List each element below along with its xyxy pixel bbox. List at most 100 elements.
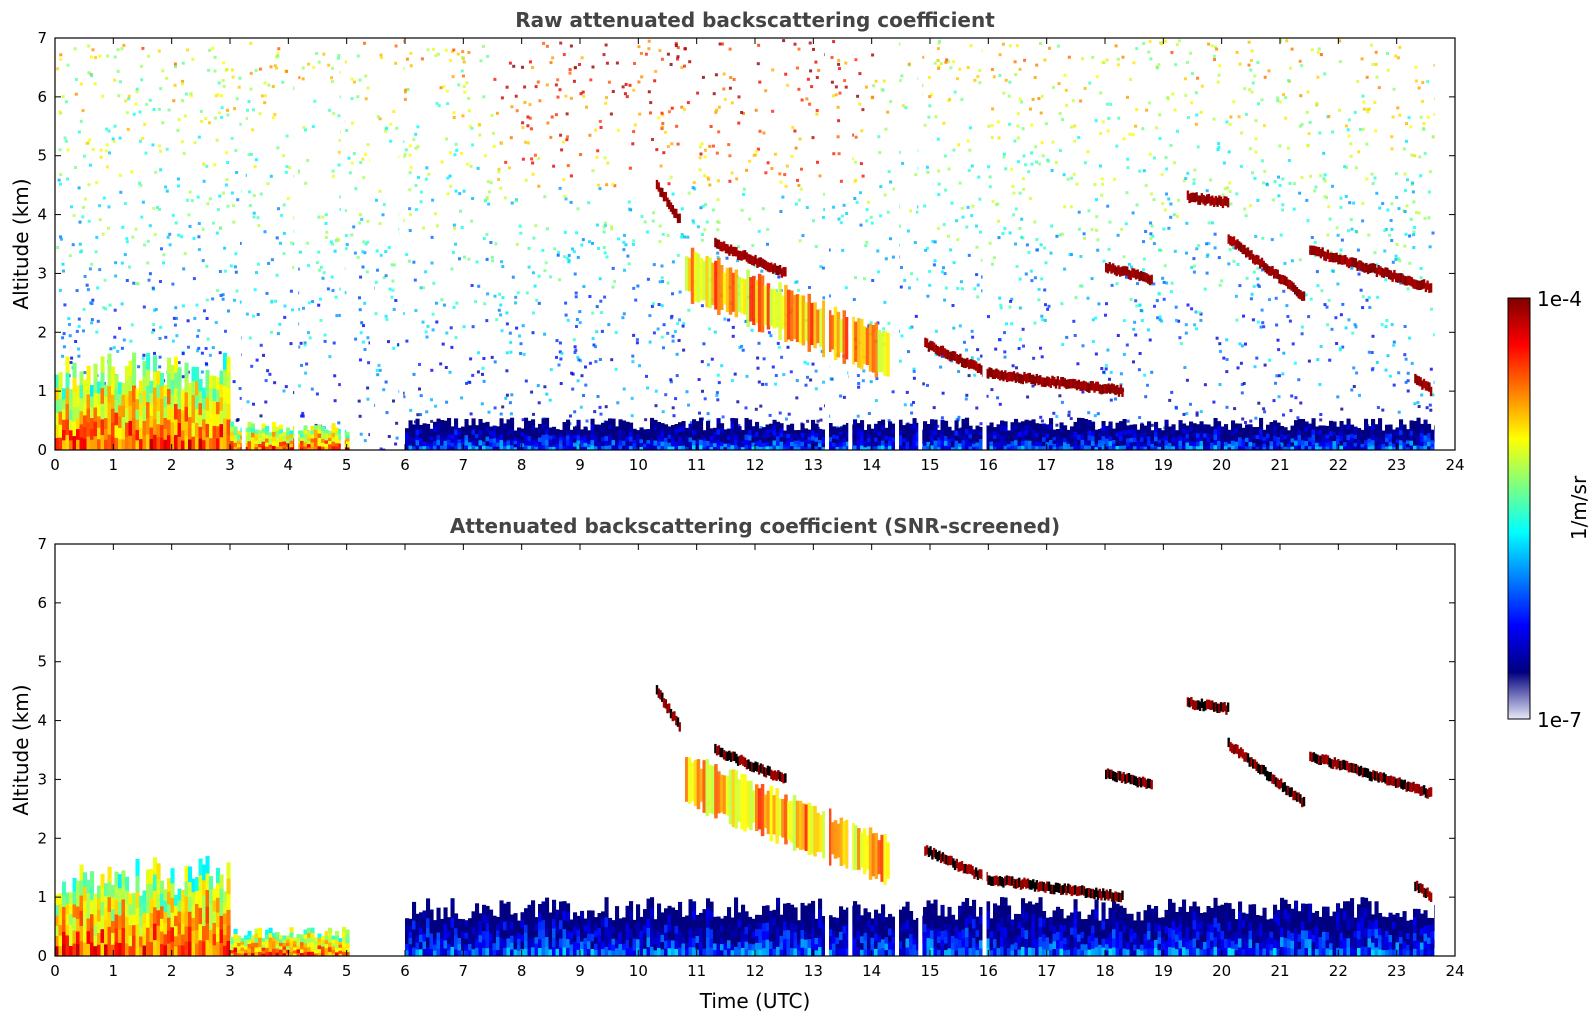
x-tick-label: 8: [517, 962, 527, 980]
cloud-layer: [1105, 768, 1153, 790]
y-tick-label: 2: [37, 829, 47, 847]
x-axis-label: Time (UTC): [699, 989, 811, 1013]
screened-backscatter-panel: Attenuated backscattering coefficient (S…: [9, 514, 1465, 1013]
x-axis: 0 1 2 3 4 5 6 7 8 9 10 11 12 13 14 15 16 17 18 19 20 21 22 23 24: [50, 38, 1465, 474]
x-tick-label: 9: [575, 456, 585, 474]
noise-background: [55, 39, 1437, 450]
y-tick-label: 1: [37, 382, 47, 400]
x-tick-label: 11: [687, 456, 706, 474]
y-tick-label: 3: [37, 770, 47, 788]
cloud-layer: [714, 743, 787, 784]
cloud-layer: [1186, 697, 1230, 715]
y-axis: 0 1 2 3 4 5 6 7: [37, 29, 1455, 459]
cloud-layer: [1414, 880, 1433, 902]
y-tick-label: 1: [37, 888, 47, 906]
x-tick-label: 17: [1037, 456, 1056, 474]
y-tick-label: 7: [37, 535, 47, 553]
data-gap: [848, 38, 853, 450]
no-data-region: [1434, 38, 1455, 450]
data-gap: [918, 544, 923, 956]
y-tick-label: 6: [37, 88, 47, 106]
x-tick-label: 18: [1095, 456, 1114, 474]
x-tick-label: 12: [745, 962, 764, 980]
cloud-layer: [1186, 190, 1230, 209]
x-axis: 0 1 2 3 4 5 6 7 8 9 10 11 12 13 14 15 16 17 18 19 20 21 22 23 24: [50, 544, 1465, 980]
data-gap: [825, 544, 829, 956]
panel-title: Raw attenuated backscattering coefficien…: [515, 8, 995, 32]
boundary-layer: [55, 856, 231, 956]
x-tick-label: 19: [1154, 962, 1173, 980]
boundary-layer: [405, 897, 1439, 956]
data-gap: [294, 38, 299, 450]
x-tick-label: 5: [342, 962, 352, 980]
x-tick-label: 22: [1329, 456, 1348, 474]
colorbar-gradient: [1507, 297, 1531, 720]
x-tick-label: 10: [629, 962, 648, 980]
x-tick-label: 7: [459, 962, 469, 980]
cloud-layer: [714, 237, 787, 278]
colorbar-max-label: 1e-4: [1537, 287, 1582, 311]
x-tick-label: 14: [862, 962, 881, 980]
x-tick-label: 8: [517, 456, 527, 474]
data-gap: [848, 544, 853, 956]
y-tick-label: 0: [37, 947, 47, 965]
x-tick-label: 10: [629, 456, 648, 474]
data-gap: [241, 38, 246, 450]
colorbar: 1e-4 1e-7 1/m/sr: [1507, 287, 1591, 732]
y-tick-label: 6: [37, 594, 47, 612]
x-tick-label: 11: [687, 962, 706, 980]
y-tick-label: 5: [37, 147, 47, 165]
data-gap: [370, 38, 374, 450]
x-tick-label: 1: [109, 456, 119, 474]
no-data-region: [1434, 544, 1455, 956]
x-tick-label: 19: [1154, 456, 1173, 474]
heatmap-area: [55, 544, 1455, 956]
x-tick-label: 6: [400, 456, 410, 474]
x-tick-label: 5: [342, 456, 352, 474]
y-tick-label: 7: [37, 29, 47, 47]
data-gap: [895, 38, 899, 450]
data-gap: [982, 544, 987, 956]
aerosol-layer: [685, 757, 890, 885]
cloud-layer: [924, 845, 990, 885]
cloud-layer: [1309, 245, 1433, 293]
boundary-layer: [55, 352, 231, 450]
x-tick-label: 1: [109, 962, 119, 980]
cloud-layer: [655, 179, 681, 224]
y-tick-label: 4: [37, 712, 47, 730]
colorbar-min-label: 1e-7: [1537, 708, 1582, 732]
colorbar-units-label: 1/m/sr: [1567, 475, 1591, 540]
x-tick-label: 24: [1445, 962, 1464, 980]
raw-backscatter-panel: Raw attenuated backscattering coefficien…: [9, 8, 1465, 474]
x-tick-label: 14: [862, 456, 881, 474]
y-tick-label: 0: [37, 441, 47, 459]
data-gap: [895, 544, 899, 956]
x-tick-label: 17: [1037, 962, 1056, 980]
x-tick-label: 6: [400, 962, 410, 980]
x-tick-label: 2: [167, 456, 177, 474]
x-tick-label: 4: [284, 962, 294, 980]
aerosol-layer: [685, 247, 890, 378]
x-tick-label: 15: [920, 962, 939, 980]
x-tick-label: 4: [284, 456, 294, 474]
x-tick-label: 20: [1212, 456, 1231, 474]
x-tick-label: 22: [1329, 962, 1348, 980]
cloud-layer: [1414, 373, 1433, 397]
panel-title: Attenuated backscattering coefficient (S…: [450, 514, 1060, 538]
cloud-layer: [1309, 751, 1433, 799]
y-tick-label: 2: [37, 323, 47, 341]
x-tick-label: 0: [50, 456, 60, 474]
x-tick-label: 23: [1387, 962, 1406, 980]
cloud-layer: [1105, 262, 1153, 285]
x-tick-label: 13: [804, 456, 823, 474]
y-tick-label: 5: [37, 653, 47, 671]
x-tick-label: 3: [225, 962, 235, 980]
x-tick-label: 24: [1445, 456, 1464, 474]
data-gap: [982, 38, 987, 450]
x-tick-label: 16: [979, 456, 998, 474]
plot-frame: [54, 543, 1456, 957]
x-tick-label: 9: [575, 962, 585, 980]
y-axis-label: Altitude (km): [9, 178, 33, 309]
y-tick-label: 4: [37, 206, 47, 224]
